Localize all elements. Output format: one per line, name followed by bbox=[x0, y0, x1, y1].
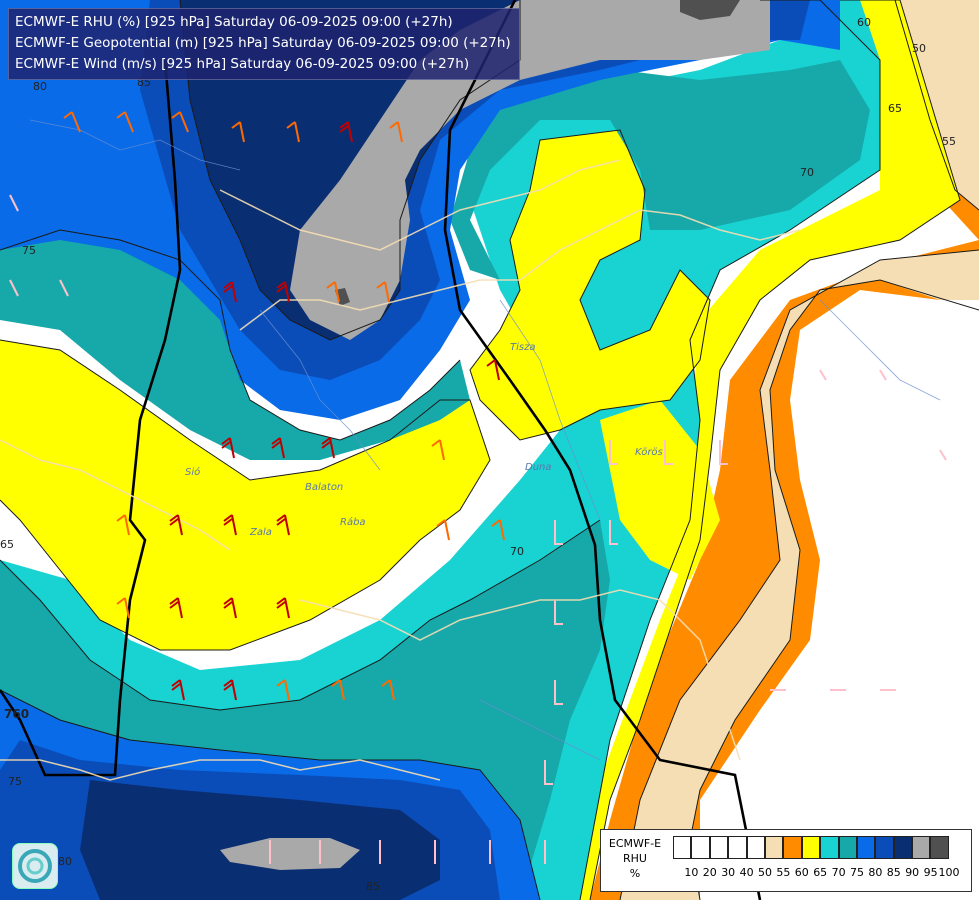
legend-tick-label: 70 bbox=[831, 866, 846, 879]
contour-label: 80 bbox=[58, 855, 72, 868]
legend-tick-label: 10 bbox=[684, 866, 699, 879]
color-legend: ECMWF-E RHU % 10 20 30 40 50 55 60 65 70 75 80 85 90… bbox=[600, 829, 972, 892]
legend-swatch bbox=[691, 836, 710, 859]
title-line-wind: ECMWF-E Wind (m/s) [925 hPa] Saturday 06… bbox=[15, 56, 470, 72]
contour-label: 60 bbox=[857, 16, 871, 29]
contour-label: 75 bbox=[22, 244, 36, 257]
legend-tick-label: 90 bbox=[905, 866, 920, 879]
contour-label: 65 bbox=[0, 538, 14, 551]
legend-label: ECMWF-E RHU % bbox=[603, 836, 667, 881]
wind-barbs bbox=[9, 111, 947, 864]
river-label: Rába bbox=[340, 516, 366, 528]
legend-swatch bbox=[930, 836, 949, 859]
rh-85-south bbox=[80, 780, 440, 900]
rh-60-area bbox=[560, 0, 960, 900]
legend-tick-label: 80 bbox=[868, 866, 883, 879]
logo-icon bbox=[12, 843, 58, 889]
legend-tick-label: 40 bbox=[739, 866, 754, 879]
legend-swatch bbox=[783, 836, 802, 859]
contour-label: 85 bbox=[366, 880, 380, 893]
river-label: Duna bbox=[525, 462, 552, 473]
legend-swatch bbox=[746, 836, 765, 859]
contour-label: 80 bbox=[33, 80, 47, 93]
legend-tick-label: 55 bbox=[776, 866, 791, 879]
country-borders bbox=[0, 159, 801, 781]
rh-90-area bbox=[290, 0, 770, 340]
legend-tick-label: 30 bbox=[721, 866, 736, 879]
legend-swatch bbox=[875, 836, 894, 859]
river-label: Körös bbox=[635, 447, 663, 458]
legend-swatch bbox=[709, 836, 729, 859]
geopotential-contours bbox=[0, 0, 762, 900]
contour-label: 50 bbox=[912, 42, 926, 55]
legend-tick-label: 100 bbox=[938, 866, 960, 879]
rh-60-central bbox=[470, 130, 710, 440]
legend-swatch bbox=[728, 836, 747, 859]
legend-tick-label: 95 bbox=[923, 866, 938, 879]
legend-tick-label: 85 bbox=[886, 866, 901, 879]
rh-dry-area bbox=[700, 290, 979, 900]
river-label: Sió bbox=[185, 466, 200, 478]
legend-swatches bbox=[673, 836, 949, 859]
title-line-rhu: ECMWF-E RHU (%) [925 hPa] Saturday 06-09… bbox=[15, 14, 453, 30]
legend-swatch bbox=[893, 836, 913, 859]
rh-60-west bbox=[0, 340, 490, 650]
legend-tick-label: 20 bbox=[702, 866, 717, 879]
map-title-box: ECMWF-E RHU (%) [925 hPa] Saturday 06-09… bbox=[8, 8, 520, 80]
legend-tick-label: 75 bbox=[850, 866, 864, 879]
rh-60-south-central bbox=[600, 400, 720, 580]
contour-label: 65 bbox=[888, 102, 902, 115]
contour-label: 70 bbox=[800, 166, 814, 179]
legend-swatch bbox=[838, 836, 857, 859]
legend-tick-label: 60 bbox=[794, 866, 809, 879]
legend-variable: RHU bbox=[623, 852, 647, 865]
river-labels: Zala Rába Balaton Sió Duna Tisza Körös bbox=[185, 342, 663, 538]
rivers bbox=[29, 119, 941, 761]
geopotential-label: 760 bbox=[4, 707, 29, 721]
legend-swatch bbox=[764, 836, 784, 859]
legend-tick-label: 65 bbox=[813, 866, 828, 879]
title-line-geopotential: ECMWF-E Geopotential (m) [925 hPa] Satur… bbox=[15, 35, 511, 51]
river-label: Tisza bbox=[510, 342, 535, 353]
legend-model: ECMWF-E bbox=[608, 837, 662, 850]
legend-swatch bbox=[856, 836, 876, 859]
rh-50-area bbox=[620, 0, 979, 900]
rh-70-north bbox=[450, 60, 870, 280]
river-label: Balaton bbox=[305, 482, 343, 493]
contour-label: 70 bbox=[510, 545, 524, 558]
rh-70-west bbox=[0, 230, 470, 460]
river-label: Zala bbox=[249, 527, 272, 538]
contour-label: 55 bbox=[942, 135, 956, 148]
legend-swatch bbox=[912, 836, 931, 859]
legend-unit: % bbox=[629, 867, 641, 880]
legend-tick-label: 50 bbox=[758, 866, 772, 879]
rh-90-south bbox=[220, 838, 360, 870]
legend-swatch bbox=[801, 836, 821, 859]
legend-swatch bbox=[673, 836, 692, 859]
legend-ticks: 10 20 30 40 50 55 60 65 70 75 80 85 90 95 100 bbox=[673, 866, 973, 880]
contour-label: 75 bbox=[8, 775, 22, 788]
legend-swatch bbox=[820, 836, 839, 859]
